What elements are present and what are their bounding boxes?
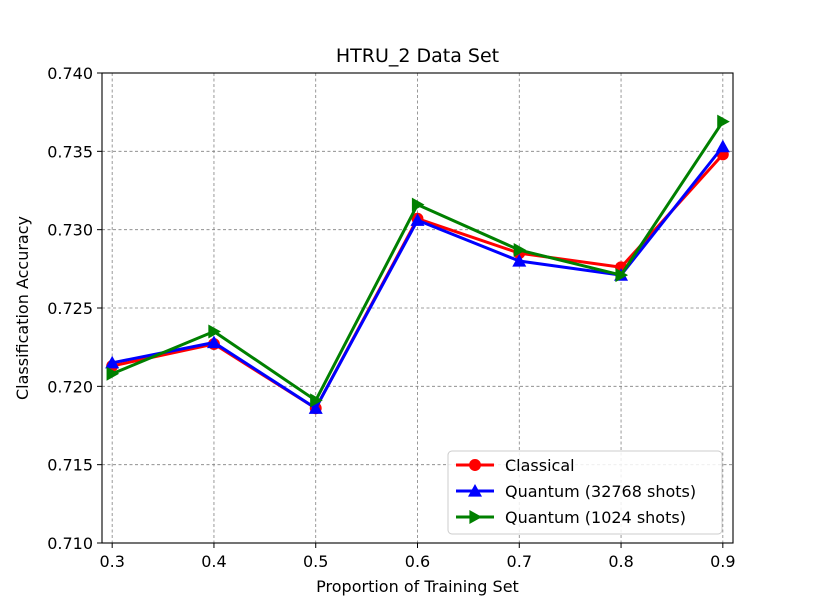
legend-item: Quantum (1024 shots) [456, 508, 686, 527]
series-3 [106, 114, 730, 408]
y-axis-label: Classification Accuracy [13, 216, 32, 400]
series-1 [106, 148, 729, 415]
y-tick-label: 0.735 [47, 142, 93, 161]
y-tick-label: 0.715 [47, 456, 93, 475]
data-point [411, 197, 425, 212]
data-point [310, 393, 323, 408]
data-point [105, 355, 120, 369]
data-point [469, 459, 481, 471]
legend-label: Quantum (1024 shots) [505, 508, 686, 527]
data-point [106, 366, 120, 381]
x-tick-label: 0.7 [507, 552, 532, 571]
data-point [410, 213, 425, 226]
data-point [469, 510, 482, 524]
x-tick-label: 0.4 [201, 552, 226, 571]
data-point [615, 268, 629, 283]
data-point [717, 114, 730, 129]
data-point [512, 254, 527, 267]
series-layer [105, 114, 730, 415]
y-tick-label: 0.710 [47, 534, 93, 553]
legend-label: Quantum (32768 shots) [505, 482, 696, 501]
y-tick-label: 0.720 [47, 377, 93, 396]
data-point [513, 243, 527, 258]
legend: Classical Quantum (32768 shots) Quantum (1… [447, 450, 723, 535]
x-tick-label: 0.6 [405, 552, 430, 571]
y-tick-label: 0.740 [47, 64, 93, 83]
data-point [208, 324, 221, 339]
ticks: 0.3 0.4 0.5 0.6 0.7 0.8 0.9 0.710 0.715 0.720 0.72… [47, 64, 735, 571]
y-tick-label: 0.725 [47, 299, 93, 318]
x-tick-label: 0.3 [99, 552, 124, 571]
x-tick-label: 0.9 [710, 552, 735, 571]
x-axis-label: Proportion of Training Set [316, 577, 519, 596]
data-point [206, 335, 221, 349]
legend-label: Classical [505, 456, 575, 475]
chart-title: HTRU_2 Data Set [336, 45, 499, 67]
data-point [308, 401, 323, 414]
legend-box [447, 450, 723, 535]
y-tick-label: 0.730 [47, 221, 93, 240]
data-point [715, 139, 730, 153]
x-tick-label: 0.8 [608, 552, 633, 571]
data-point [468, 484, 482, 497]
x-tick-label: 0.5 [303, 552, 328, 571]
legend-item: Quantum (32768 shots) [456, 482, 696, 501]
legend-item: Classical [456, 456, 575, 475]
